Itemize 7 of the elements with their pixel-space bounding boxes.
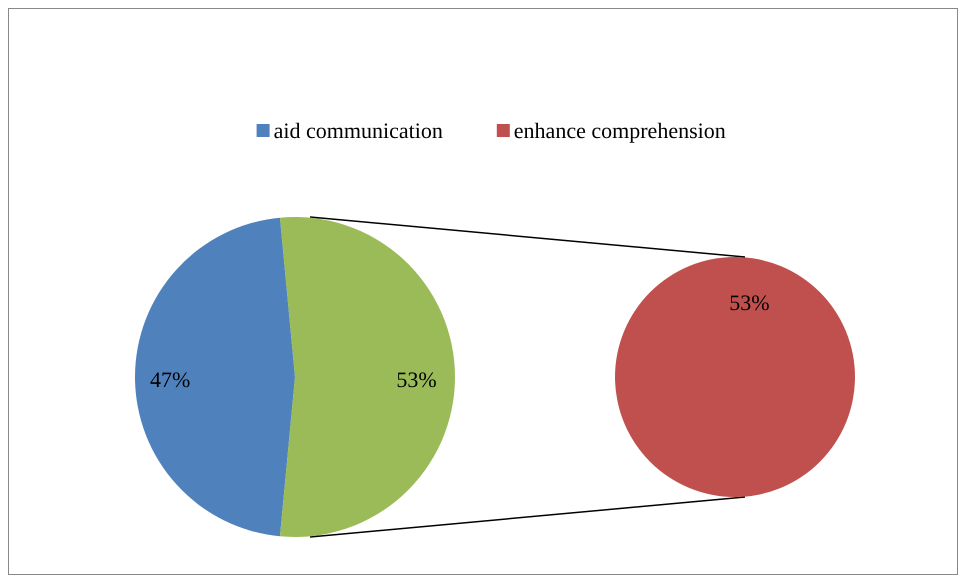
pie-slice [135,218,295,536]
pie-slice [280,217,455,537]
legend-label: enhance comprehension [514,118,726,143]
data-label: 53% [396,366,437,392]
data-label: 53% [729,290,770,316]
legend-label: aid communication [274,118,443,143]
data-label: 47% [150,366,190,392]
